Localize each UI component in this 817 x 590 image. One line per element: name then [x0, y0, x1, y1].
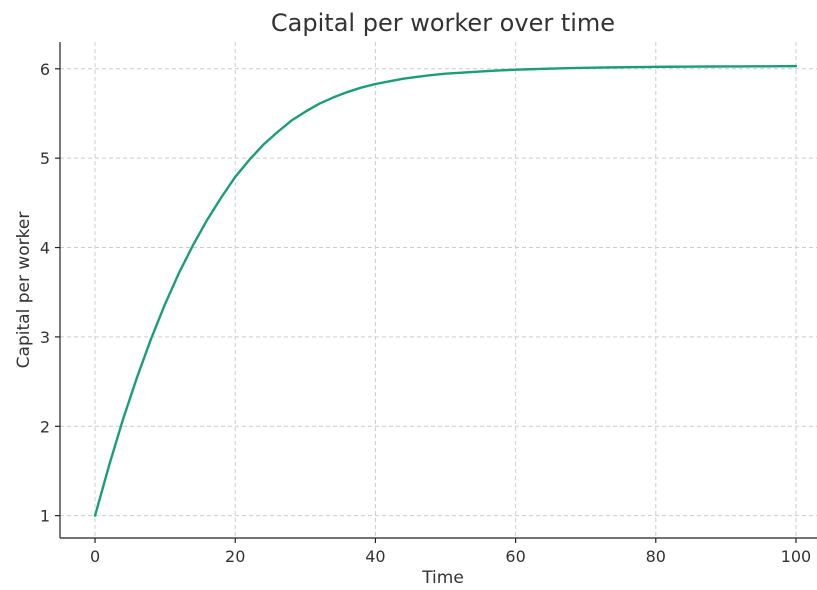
x-tick-label: 80 — [646, 547, 666, 566]
y-tick-label: 5 — [40, 149, 50, 168]
x-tick-label: 100 — [781, 547, 812, 566]
x-axis: 0 20 40 60 80 100 — [90, 538, 811, 566]
grid — [60, 42, 817, 538]
y-tick-label: 3 — [40, 328, 50, 347]
y-tick-label: 6 — [40, 60, 50, 79]
x-tick-label: 40 — [365, 547, 385, 566]
series-line — [93, 64, 798, 517]
y-tick-label: 4 — [40, 239, 50, 258]
y-axis: 1 2 3 4 5 6 — [40, 60, 60, 526]
x-tick-label: 0 — [90, 547, 100, 566]
x-tick-label: 20 — [225, 547, 245, 566]
y-axis-label: Capital per worker — [14, 212, 34, 369]
y-tick-label: 2 — [40, 417, 50, 436]
series-layer — [93, 64, 798, 517]
y-tick-label: 1 — [40, 507, 50, 526]
x-tick-label: 60 — [505, 547, 525, 566]
x-axis-label: Time — [421, 568, 464, 588]
axes-spines — [59, 42, 817, 539]
chart-title: Capital per worker over time — [271, 9, 615, 37]
